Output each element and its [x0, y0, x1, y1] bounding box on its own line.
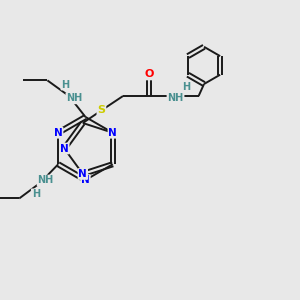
Text: H: H: [183, 82, 191, 92]
Text: N: N: [78, 169, 87, 179]
Text: N: N: [81, 175, 90, 185]
Text: NH: NH: [167, 93, 184, 103]
Text: N: N: [108, 128, 117, 138]
Text: NH: NH: [66, 93, 82, 103]
Text: H: H: [32, 189, 40, 199]
Text: O: O: [145, 69, 154, 80]
Text: H: H: [61, 80, 70, 90]
Text: NH: NH: [38, 176, 54, 185]
Text: N: N: [60, 143, 69, 154]
Text: S: S: [98, 105, 105, 116]
Text: N: N: [54, 128, 63, 138]
